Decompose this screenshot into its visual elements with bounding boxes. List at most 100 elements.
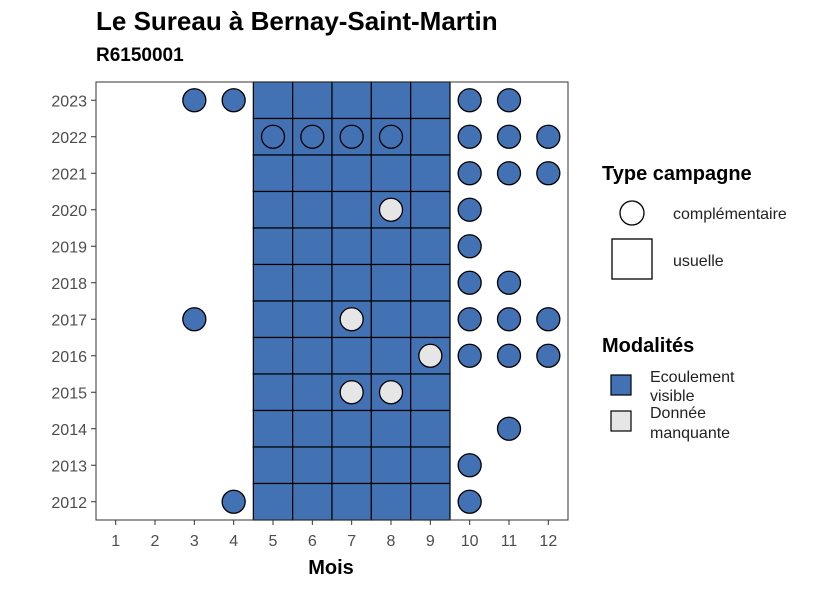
y-tick-label-2022: 2022: [51, 130, 87, 147]
legend-modalites-title: Modalités: [602, 335, 694, 357]
x-axis: 1 2 3 4 5 6 7 8 9 10 11 12: [111, 520, 557, 550]
usuelle-tiles-layer: [252, 81, 451, 521]
tile-usuelle-2019-7: [331, 227, 372, 266]
legend-label-ecoulement-line1: Ecoulement: [650, 369, 735, 386]
tile-usuelle-2013-5: [252, 446, 294, 485]
chart-subtitle: R6150001: [96, 45, 184, 66]
tile-usuelle-2022-6: [292, 117, 333, 156]
tile-usuelle-2022-5: [252, 117, 294, 156]
tile-usuelle-2013-6: [292, 446, 333, 485]
point-complementaire-2017-11: [496, 307, 522, 332]
legend-circle-symbol: [619, 200, 645, 226]
tile-usuelle-2022-7: [331, 117, 372, 156]
point-complementaire-2022-11: [496, 124, 522, 149]
point-complementaire-2020-10: [457, 197, 482, 222]
point-complementaire-2022-7: [339, 124, 364, 149]
tile-usuelle-2018-9: [410, 263, 451, 302]
point-complementaire-2020-8: [378, 197, 404, 222]
tile-usuelle-2021-9: [410, 154, 451, 193]
x-tick-label-7: 7: [347, 533, 356, 550]
tile-usuelle-2021-6: [292, 154, 333, 193]
tile-usuelle-2019-6: [292, 227, 333, 266]
point-complementaire-2022-10: [457, 124, 482, 149]
y-tick-label-2019: 2019: [51, 239, 87, 256]
point-complementaire-2022-8: [378, 124, 404, 149]
point-complementaire-2017-12: [536, 307, 561, 332]
x-tick-label-11: 11: [501, 533, 518, 550]
x-axis-title: Mois: [308, 557, 354, 579]
tile-usuelle-2017-6: [292, 300, 333, 339]
tile-usuelle-2014-9: [410, 409, 451, 448]
point-complementaire-2016-12: [536, 343, 561, 368]
legend-key-donnee-manquante: [610, 410, 632, 432]
y-tick-label-2016: 2016: [51, 349, 87, 366]
point-complementaire-2014-11: [496, 416, 522, 441]
y-tick-label-2020: 2020: [51, 203, 87, 220]
tile-usuelle-2022-9: [410, 117, 451, 156]
x-tick-label-12: 12: [539, 533, 557, 550]
tile-usuelle-2018-5: [252, 263, 294, 302]
tile-usuelle-2012-9: [410, 482, 451, 521]
tile-usuelle-2023-6: [292, 81, 333, 120]
tile-usuelle-2023-8: [370, 81, 412, 120]
point-complementaire-2018-11: [496, 270, 522, 295]
tile-usuelle-2015-6: [292, 373, 333, 412]
point-complementaire-2019-10: [457, 234, 482, 259]
point-complementaire-2016-9: [418, 343, 443, 368]
y-axis: 2012 2013 2014 2015 2016 2017 2018 2019 2020 2021…: [51, 93, 96, 512]
point-complementaire-2012-4: [221, 489, 246, 514]
point-complementaire-2021-10: [457, 161, 482, 186]
point-complementaire-2021-11: [496, 161, 522, 186]
x-tick-label-10: 10: [461, 533, 479, 550]
tile-usuelle-2014-8: [370, 409, 412, 448]
y-tick-label-2015: 2015: [51, 385, 87, 402]
tile-usuelle-2015-5: [252, 373, 294, 412]
tile-usuelle-2020-7: [331, 190, 372, 229]
legend-square-symbol: [611, 238, 653, 280]
tile-usuelle-2021-7: [331, 154, 372, 193]
point-complementaire-2017-10: [457, 307, 482, 332]
legend-type-label-complementaire: complémentaire: [673, 206, 787, 223]
point-complementaire-2016-11: [496, 343, 522, 368]
tile-usuelle-2023-5: [252, 81, 294, 120]
tile-usuelle-2023-7: [331, 81, 372, 120]
point-complementaire-2015-7: [339, 380, 364, 405]
point-complementaire-2022-12: [536, 124, 561, 149]
tile-usuelle-2013-7: [331, 446, 372, 485]
tile-usuelle-2017-9: [410, 300, 451, 339]
tile-usuelle-2019-8: [370, 227, 412, 266]
point-complementaire-2022-5: [260, 124, 286, 149]
legend-label-ecoulement-line2: visible: [650, 388, 695, 405]
point-complementaire-2018-10: [457, 270, 482, 295]
tile-usuelle-2018-8: [370, 263, 412, 302]
y-tick-label-2018: 2018: [51, 276, 87, 293]
legend-type-label-usuelle: usuelle: [673, 253, 724, 270]
tile-usuelle-2021-8: [370, 154, 412, 193]
tile-usuelle-2016-7: [331, 336, 372, 375]
x-tick-label-2: 2: [151, 533, 160, 550]
tile-usuelle-2017-5: [252, 300, 294, 339]
point-complementaire-2023-10: [457, 88, 482, 113]
tile-usuelle-2013-9: [410, 446, 451, 485]
tile-usuelle-2019-9: [410, 227, 451, 266]
tile-usuelle-2023-9: [410, 81, 451, 120]
tile-usuelle-2014-5: [252, 409, 294, 448]
tile-usuelle-2014-7: [331, 409, 372, 448]
tile-usuelle-2021-5: [252, 154, 294, 193]
tile-usuelle-2016-5: [252, 336, 294, 375]
x-tick-label-9: 9: [426, 533, 435, 550]
x-tick-label-4: 4: [229, 533, 238, 550]
point-complementaire-2012-10: [457, 489, 482, 514]
tile-usuelle-2014-6: [292, 409, 333, 448]
point-complementaire-2023-4: [221, 88, 246, 113]
point-complementaire-2023-3: [182, 88, 207, 113]
tile-usuelle-2019-5: [252, 227, 294, 266]
point-complementaire-2017-3: [182, 307, 207, 332]
y-tick-label-2012: 2012: [51, 495, 87, 512]
legend-type-title: Type campagne: [602, 163, 752, 185]
x-tick-label-8: 8: [387, 533, 396, 550]
tile-usuelle-2012-6: [292, 482, 333, 521]
y-tick-label-2021: 2021: [51, 166, 87, 183]
x-tick-label-5: 5: [269, 533, 278, 550]
y-tick-label-2013: 2013: [51, 458, 87, 475]
